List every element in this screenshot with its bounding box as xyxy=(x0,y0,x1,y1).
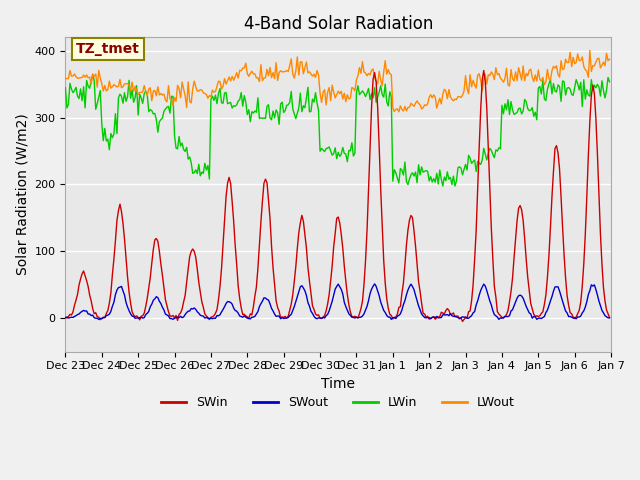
Title: 4-Band Solar Radiation: 4-Band Solar Radiation xyxy=(244,15,433,33)
Legend: SWin, SWout, LWin, LWout: SWin, SWout, LWin, LWout xyxy=(156,391,520,414)
Text: TZ_tmet: TZ_tmet xyxy=(76,42,140,56)
X-axis label: Time: Time xyxy=(321,377,355,391)
Y-axis label: Solar Radiation (W/m2): Solar Radiation (W/m2) xyxy=(15,114,29,276)
